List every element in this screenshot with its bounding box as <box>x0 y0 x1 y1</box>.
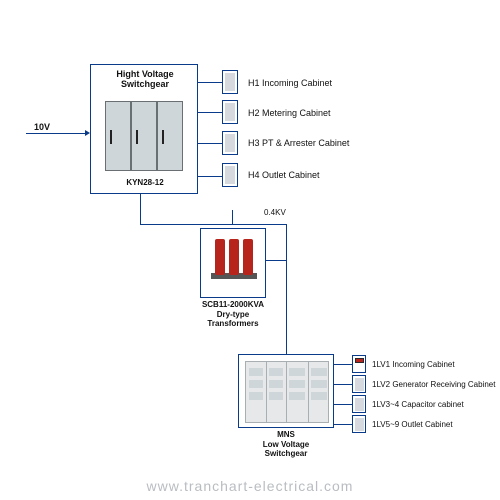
lv-cabinet-1-label: 1LV1 Incoming Cabinet <box>372 360 455 369</box>
lv-cabinet-1-icon <box>352 355 366 373</box>
hv-to-h1-line <box>198 82 222 83</box>
lv-cabinet-2-label: 1LV2 Generator Receiving Cabinet <box>372 380 495 389</box>
hv-switchgear-title: Hight Voltage Switchgear <box>91 69 199 89</box>
hv-to-h4-line <box>198 176 222 177</box>
hv-to-xfmr-h-line <box>140 224 286 225</box>
hv-switchgear-box: Hight Voltage Switchgear KYN28-12 <box>90 64 198 194</box>
hv-to-h2-line <box>198 112 222 113</box>
xfmr-to-bus-line <box>266 260 286 261</box>
lv-switchgear-box <box>238 354 334 428</box>
lv-switchgear-title: Low Voltage Switchgear <box>238 440 334 458</box>
lv-cabinet-4-icon <box>352 415 366 433</box>
hv-cabinet-icon <box>131 101 157 171</box>
transformer-model: SCB11-2000KVA <box>196 300 270 309</box>
transformer-box <box>200 228 266 298</box>
hv-cabinet-h1-icon <box>222 70 238 94</box>
hv-to-h3-line <box>198 143 222 144</box>
transformer-coil-icon <box>215 239 225 275</box>
hv-cabinet-h3-icon <box>222 131 238 155</box>
input-voltage-line <box>26 133 88 134</box>
hv-cabinet-h1-label: H1 Incoming Cabinet <box>248 78 332 88</box>
hv-switchgear-model: KYN28-12 <box>91 178 199 187</box>
transformer-type: Dry-type Transformers <box>196 310 270 328</box>
bus-to-lv-line <box>286 224 287 354</box>
hv-cabinet-h4-icon <box>222 163 238 187</box>
hv-cabinet-h2-label: H2 Metering Cabinet <box>248 108 331 118</box>
hv-cabinet-h4-label: H4 Outlet Cabinet <box>248 170 320 180</box>
lv-to-c4-line <box>334 424 352 425</box>
input-voltage-label: 10V <box>34 122 50 132</box>
watermark-text: www.tranchart-electrical.com <box>0 478 500 494</box>
hv-cabinet-h2-icon <box>222 100 238 124</box>
hv-cabinet-icon <box>105 101 131 171</box>
lv-to-c2-line <box>334 384 352 385</box>
lv-to-c3-line <box>334 404 352 405</box>
lv-switchgear-model: MNS <box>238 430 334 439</box>
lv-cabinet-3-label: 1LV3~4 Capacitor cabinet <box>372 400 464 409</box>
hv-down-line <box>140 194 141 224</box>
lv-cabinet-2-icon <box>352 375 366 393</box>
lv-to-c1-line <box>334 364 352 365</box>
xfmr-up-line <box>232 210 233 224</box>
lv-cabinet-4-label: 1LV5~9 Outlet Cabinet <box>372 420 453 429</box>
transformer-coil-icon <box>243 239 253 275</box>
hv-cabinet-h3-label: H3 PT & Arrester Cabinet <box>248 138 349 148</box>
lv-panel-icon <box>245 361 329 423</box>
bus-voltage-label: 0.4KV <box>264 208 286 217</box>
hv-cabinet-icon <box>157 101 183 171</box>
transformer-coil-icon <box>229 239 239 275</box>
lv-cabinet-3-icon <box>352 395 366 413</box>
